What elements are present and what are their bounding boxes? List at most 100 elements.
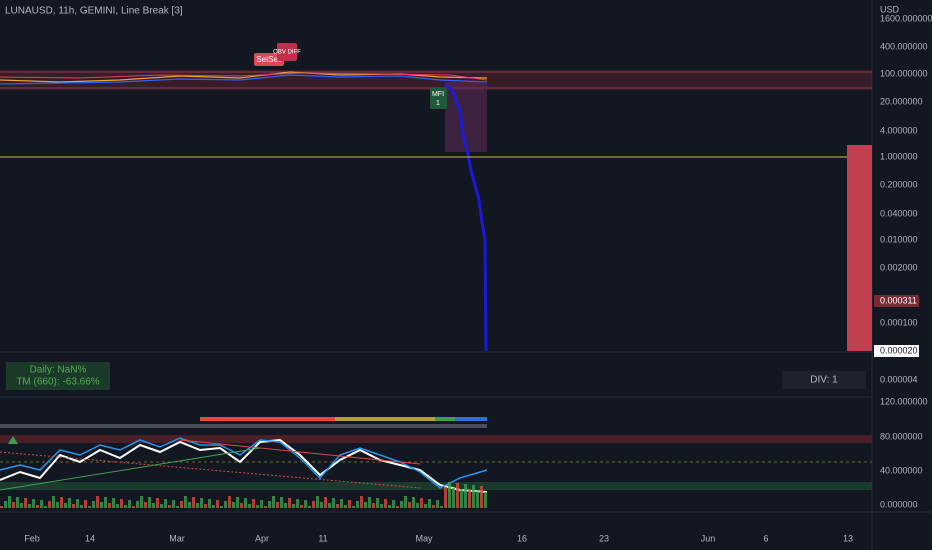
volume-bar [132,506,135,508]
obv-label: OBV DIFF [273,50,301,56]
volume-bar [436,500,439,508]
volume-bar [280,497,283,508]
volume-bar [376,498,379,508]
volume-bar [108,503,111,508]
price-tick-label: 0.002000 [880,262,918,272]
volume-bar [360,496,363,508]
volume-bar [312,501,315,508]
volume-bar [408,502,411,508]
volume-bar [240,503,243,508]
volume-bar [104,497,107,508]
volume-bar [164,499,167,508]
currency: USD [880,4,900,14]
volume-bar [416,503,419,508]
volume-bar [176,506,179,508]
volume-bar [464,484,467,508]
volume-bar [64,503,67,508]
volume-bar [344,505,347,508]
volume-bar [444,487,447,508]
volume-bar [128,500,131,508]
price-tick-label: 0.010000 [880,234,918,244]
price-tick-label: 0.200000 [880,179,918,189]
volume-bar [8,496,11,508]
volume-bar [332,498,335,508]
volume-bar [328,503,331,508]
volume-bar [356,501,359,508]
price-tick-label: 0.000100 [880,317,918,327]
price-tick-label: 0.000004 [880,374,918,384]
mfi-label: MFI [432,91,444,98]
volume-bar [460,489,463,508]
volume-bar [140,496,143,508]
volume-bar [32,499,35,508]
volume-bar [40,500,43,508]
volume-bar [112,498,115,508]
volume-bar [392,500,395,508]
volume-bar [272,496,275,508]
oscillator-line [0,438,488,493]
price-tick-label: 1.000000 [880,151,918,161]
overbought-band [0,435,872,443]
range-bar [847,145,872,351]
volume-bar [396,506,399,508]
time-tick-label: 16 [517,533,527,543]
volume-bar [264,506,267,508]
volume-bar [20,503,23,508]
divergence-line [179,439,421,465]
volume-bar [252,499,255,508]
time-tick-label: 6 [763,533,768,543]
oversold-band [0,482,872,490]
time-tick-label: 23 [599,533,609,543]
volume-bar [232,502,235,508]
volume-bar [276,502,279,508]
div-stat: DIV: 1 [810,375,838,386]
volume-bar [448,482,451,508]
volume-bar [352,506,355,508]
volume-bar [256,505,259,508]
ma-line [0,74,488,85]
volume-bar [212,505,215,508]
volume-bar [404,496,407,508]
time-tick-label: 11 [318,533,327,543]
price-tick-label: 20.000000 [880,96,923,106]
oscillator-tick-label: 120.000000 [880,396,928,406]
volume-bar [480,486,483,508]
time-tick-label: May [415,533,433,543]
chart-title: LUNAUSD, 11h, GEMINI, Line Break [3] [5,6,183,17]
volume-bar [228,496,231,508]
current-price: 0.000020 [880,345,918,355]
price-tick-label: 100.000000 [880,68,928,78]
volume-bar [68,498,71,508]
volume-bar [372,503,375,508]
volume-bar [412,497,415,508]
volume-bar [48,501,51,508]
tm-stat: TM (660): -63.66% [16,377,99,388]
volume-bar [208,499,211,508]
volume-bar [248,504,251,508]
trend-strip [0,424,487,428]
oscillator-tick-label: 80.000000 [880,431,923,441]
volume-bar [220,506,223,508]
volume-bar [320,502,323,508]
volume-bar [100,502,103,508]
volume-bar [200,498,203,508]
divergence-line [0,447,261,491]
volume-bar [172,500,175,508]
current-price-badge [874,345,919,357]
volume-bar [124,505,127,508]
volume-bar [236,497,239,508]
volume-bar [184,496,187,508]
volume-bar [368,497,371,508]
volume-bar [72,504,75,508]
volume-bar [196,503,199,508]
oscillator-tick-label: 0.000000 [880,499,918,509]
volume-bar [188,502,191,508]
volume-bar [456,483,459,508]
trend-strip [455,417,487,421]
volume-bar [120,499,123,508]
volume-bar [324,497,327,508]
volume-bar [388,505,391,508]
price-tick-label: 400.000000 [880,41,928,51]
volume-bar [80,505,83,508]
volume-bar [160,504,163,508]
